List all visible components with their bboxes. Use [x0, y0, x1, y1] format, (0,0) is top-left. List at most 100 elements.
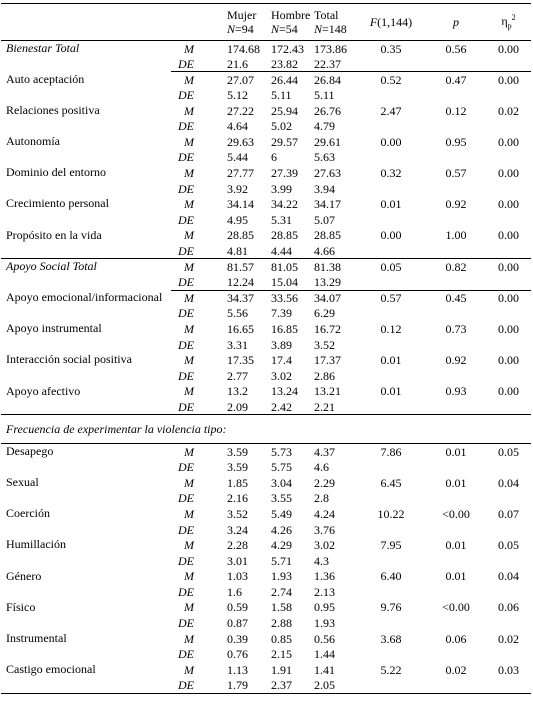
- empty-cell: [426, 459, 486, 475]
- value-cell: 0.59: [227, 600, 248, 615]
- empty-cell: [356, 337, 426, 353]
- value-cell: 5.31: [271, 212, 292, 227]
- value-cell: 13.24: [271, 384, 298, 399]
- value-cell: 2.42: [271, 399, 292, 414]
- value-cell: 26.44: [271, 72, 298, 87]
- value-cell: 0.01: [380, 353, 402, 368]
- value-cell: 0.05: [498, 444, 519, 459]
- item-label: Autonomía: [6, 134, 60, 149]
- item-row: Coerción M 3.52 5.49 4.24 10.22 <0.00 0.07: [1, 506, 531, 522]
- page: Mujer N=94 Hombre N=54 Total N=148 F(1,144)…: [0, 3, 533, 702]
- empty-cell: [486, 678, 531, 694]
- item-row: DE 2.77 3.02 2.86: [1, 368, 531, 384]
- value-cell: 6.40: [380, 569, 402, 584]
- item-row: Instrumental M 0.39 0.85 0.56 3.68 0.06 0.02: [1, 631, 531, 647]
- value-cell: 1.13: [227, 662, 248, 677]
- empty-cell: [426, 615, 486, 631]
- value-cell: 33.56: [271, 291, 298, 306]
- value-cell: 0.52: [380, 72, 402, 87]
- item-label: Castigo emocional: [6, 662, 96, 677]
- value-cell: 3.52: [314, 337, 335, 352]
- empty-cell: [356, 56, 426, 73]
- empty-cell: [426, 56, 486, 73]
- value-cell: 2.77: [227, 368, 248, 383]
- header-empty: [1, 3, 171, 41]
- value-cell: 0.87: [227, 616, 248, 631]
- f-symbol: F: [369, 15, 378, 29]
- empty-cell: [426, 553, 486, 569]
- value-cell: 3.94: [314, 181, 335, 196]
- value-cell: 17.37: [314, 353, 341, 368]
- value-cell: 2.8: [314, 491, 329, 506]
- value-cell: 6: [271, 150, 277, 165]
- stat-label: DE: [178, 306, 194, 321]
- item-row: Apoyo instrumental M 16.65 16.85 16.72 0.12 0.…: [1, 321, 531, 337]
- item-row: DE 5.12 5.11 5.11: [1, 87, 531, 103]
- empty-cell: [426, 399, 486, 415]
- item-row: Auto aceptación M 27.07 26.44 26.84 0.52 0.47 0…: [1, 72, 531, 88]
- item-label: Apoyo instrumental: [6, 321, 102, 336]
- value-cell: 22.37: [314, 56, 356, 73]
- value-cell: 27.07: [227, 72, 254, 87]
- stat-label: M: [184, 662, 194, 677]
- empty-cell: [486, 459, 531, 475]
- value-cell: 0.56: [314, 631, 335, 646]
- value-cell: 2.09: [227, 399, 248, 414]
- n-symbol: N: [227, 22, 236, 36]
- empty-cell: [486, 243, 531, 259]
- stat-label: M: [184, 291, 194, 306]
- value-cell: 3.02: [271, 368, 292, 383]
- empty-cell: [356, 553, 426, 569]
- value-cell: 21.6: [227, 56, 271, 73]
- value-cell: 0.03: [498, 662, 519, 677]
- value-cell: 17.4: [271, 353, 292, 368]
- value-cell: 0.00: [498, 291, 519, 306]
- value-cell: 0.04: [498, 569, 519, 584]
- stat-label: DE: [178, 243, 194, 258]
- stat-label: DE: [178, 616, 194, 631]
- section-heading: Frecuencia de experimentar la violencia …: [1, 414, 531, 445]
- group-name: Hombre: [271, 8, 311, 22]
- value-cell: 0.02: [445, 662, 467, 677]
- value-cell: 7.39: [271, 306, 292, 321]
- empty-cell: [356, 150, 426, 166]
- header-row: Mujer N=94 Hombre N=54 Total N=148 F(1,144)…: [1, 3, 531, 41]
- stat-label: DE: [178, 181, 194, 196]
- value-cell: 172.43: [271, 40, 314, 57]
- value-cell: 6.45: [380, 475, 402, 490]
- empty-cell: [356, 181, 426, 197]
- value-cell: 4.44: [271, 243, 292, 258]
- table-header: Mujer N=94 Hombre N=54 Total N=148 F(1,144)…: [1, 3, 531, 41]
- value-cell: 0.95: [314, 600, 335, 615]
- value-cell: 27.39: [271, 166, 298, 181]
- value-cell: 26.76: [314, 103, 341, 118]
- value-cell: 4.26: [271, 522, 292, 537]
- value-cell: 0.32: [380, 166, 402, 181]
- stat-label: DE: [178, 368, 194, 383]
- value-cell: 2.16: [227, 491, 248, 506]
- value-cell: 29.57: [271, 134, 298, 149]
- value-cell: 2.21: [314, 399, 335, 414]
- stat-label: M: [184, 72, 194, 87]
- value-cell: 173.86: [314, 40, 356, 57]
- item-row: Propósito en la vida M 28.85 28.85 28.85 0.00…: [1, 228, 531, 244]
- stat-label: M: [184, 321, 194, 336]
- stat-label: DE: [178, 399, 194, 414]
- value-cell: 5.63: [314, 150, 335, 165]
- value-cell: 3.92: [227, 181, 248, 196]
- stat-label: DE: [178, 647, 194, 662]
- n-value: =54: [279, 22, 298, 36]
- value-cell: 5.11: [314, 88, 335, 103]
- item-label: Sexual: [6, 474, 39, 489]
- value-cell: 2.74: [271, 584, 292, 599]
- item-row: DE 4.64 5.02 4.79: [1, 118, 531, 134]
- empty-cell: [356, 306, 426, 322]
- value-cell: 0.01: [445, 538, 467, 553]
- empty-cell: [356, 118, 426, 134]
- value-cell: 0.04: [498, 475, 519, 490]
- total-label: Bienestar Total: [1, 39, 171, 72]
- empty-cell: [486, 337, 531, 353]
- value-cell: 4.29: [271, 538, 292, 553]
- value-cell: 1.93: [271, 569, 292, 584]
- value-cell: 1.79: [227, 678, 248, 693]
